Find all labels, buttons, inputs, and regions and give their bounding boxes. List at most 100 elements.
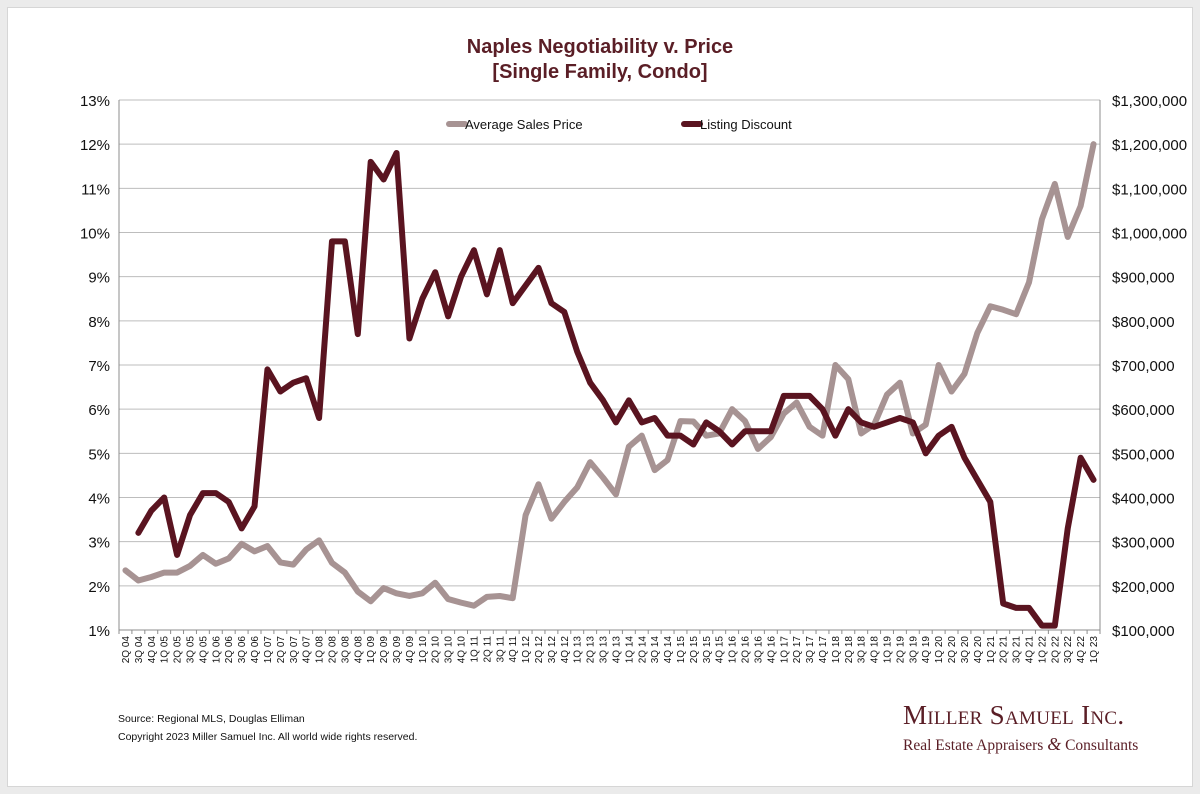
x-tick-label: 1Q 10 <box>418 636 429 664</box>
x-tick-label: 4Q 11 <box>508 636 519 663</box>
y-left-tick-label: 10% <box>80 226 110 243</box>
x-tick-label: 3Q 19 <box>908 636 919 664</box>
x-tick-label: 2Q 21 <box>999 636 1010 664</box>
x-tick-label: 2Q 09 <box>379 636 390 664</box>
brand-tagline-part2: Consultants <box>1061 737 1139 754</box>
y-right-tick-label: $200,000 <box>1112 579 1175 596</box>
y-left-tick-label: 3% <box>88 535 110 552</box>
x-tick-label: 3Q 07 <box>289 636 300 664</box>
chart-subtitle: [Single Family, Condo] <box>492 61 708 83</box>
y-left-tick-label: 13% <box>80 93 110 110</box>
y-left-tick-label: 1% <box>88 623 110 640</box>
y-right-tick-label: $800,000 <box>1112 314 1175 331</box>
x-tick-label: 2Q 11 <box>482 636 493 663</box>
y-right-tick-label: $700,000 <box>1112 358 1175 375</box>
x-tick-label: 1Q 16 <box>728 636 739 664</box>
y-right-tick-label: $1,300,000 <box>1112 93 1187 110</box>
x-tick-label: 3Q 12 <box>547 636 558 664</box>
x-tick-label: 4Q 04 <box>147 636 158 664</box>
x-tick-label: 1Q 22 <box>1037 636 1048 664</box>
x-tick-label: 3Q 11 <box>495 636 506 663</box>
x-tick-label: 2Q 08 <box>327 636 338 664</box>
x-tick-label: 1Q 06 <box>211 636 222 664</box>
x-tick-label: 1Q 14 <box>624 636 635 664</box>
legend-label-listing-discount: Listing Discount <box>700 117 792 132</box>
y-right-tick-label: $500,000 <box>1112 446 1175 463</box>
x-tick-label: 3Q 21 <box>1012 636 1023 664</box>
x-tick-label: 4Q 05 <box>198 636 209 664</box>
x-tick-label: 2Q 06 <box>224 636 235 664</box>
brand-logo: Miller Samuel Inc. <box>903 700 1125 730</box>
legend-label-average-sales-price: Average Sales Price <box>465 117 583 132</box>
x-tick-label: 3Q 05 <box>185 636 196 664</box>
y-left-tick-label: 6% <box>88 402 110 419</box>
x-tick-label: 4Q 09 <box>405 636 416 664</box>
x-tick-label: 3Q 15 <box>702 636 713 664</box>
x-tick-label: 3Q 18 <box>857 636 868 664</box>
x-tick-label: 3Q 14 <box>650 636 661 664</box>
y-right-tick-label: $100,000 <box>1112 623 1175 640</box>
x-tick-label: 2Q 17 <box>792 636 803 664</box>
y-right-tick-label: $300,000 <box>1112 535 1175 552</box>
x-tick-label: 4Q 14 <box>663 636 674 664</box>
x-tick-label: 1Q 05 <box>160 636 171 664</box>
y-right-tick-label: $400,000 <box>1112 491 1175 508</box>
x-tick-label: 1Q 08 <box>315 636 326 664</box>
x-tick-label: 4Q 18 <box>870 636 881 664</box>
x-tick-label: 4Q 20 <box>973 636 984 664</box>
y-right-tick-label: $900,000 <box>1112 270 1175 287</box>
x-tick-label: 4Q 21 <box>1025 636 1036 664</box>
x-tick-label: 4Q 15 <box>715 636 726 664</box>
chart-title: Naples Negotiability v. Price <box>466 36 734 58</box>
x-tick-label: 2Q 15 <box>689 636 700 664</box>
brand-tagline-amp: & <box>1047 734 1062 754</box>
x-tick-label: 3Q 09 <box>392 636 403 664</box>
x-tick-label: 4Q 08 <box>353 636 364 664</box>
x-tick-label: 4Q 22 <box>1076 636 1087 664</box>
x-tick-label: 4Q 10 <box>457 636 468 664</box>
x-tick-label: 4Q 16 <box>766 636 777 664</box>
source-note: Source: Regional MLS, Douglas Elliman <box>118 713 305 725</box>
x-tick-label: 2Q 04 <box>121 636 132 664</box>
x-tick-label: 1Q 17 <box>779 636 790 664</box>
x-tick-label: 2Q 05 <box>173 636 184 664</box>
x-tick-label: 2Q 07 <box>276 636 287 664</box>
x-tick-label: 2Q 20 <box>947 636 958 664</box>
y-right-tick-label: $1,000,000 <box>1112 226 1187 243</box>
y-left-tick-label: 11% <box>81 181 110 198</box>
x-tick-label: 3Q 22 <box>1063 636 1074 664</box>
x-tick-label: 2Q 12 <box>534 636 545 664</box>
series-line-listing-discount <box>135 150 1097 629</box>
x-tick-label: 3Q 20 <box>960 636 971 664</box>
series-line-average-sales-price <box>122 141 1097 609</box>
x-tick-label: 1Q 11 <box>469 636 480 663</box>
y-right-tick-label: $600,000 <box>1112 402 1175 419</box>
y-right-tick-label: $1,100,000 <box>1112 181 1187 198</box>
x-tick-label: 3Q 13 <box>599 636 610 664</box>
x-tick-label: 1Q 13 <box>573 636 584 664</box>
x-tick-label: 1Q 07 <box>263 636 274 664</box>
x-tick-label: 2Q 13 <box>586 636 597 664</box>
x-tick-label: 3Q 10 <box>444 636 455 664</box>
x-tick-label: 1Q 12 <box>521 636 532 664</box>
y-left-tick-label: 4% <box>88 491 110 508</box>
y-left-tick-label: 2% <box>88 579 110 596</box>
x-tick-label: 2Q 22 <box>1050 636 1061 664</box>
y-right-tick-label: $1,200,000 <box>1112 137 1187 154</box>
x-tick-label: 3Q 06 <box>237 636 248 664</box>
y-left-tick-label: 5% <box>88 446 110 463</box>
x-tick-label: 1Q 19 <box>883 636 894 664</box>
copyright-note: Copyright 2023 Miller Samuel Inc. All wo… <box>118 731 418 743</box>
x-tick-label: 3Q 04 <box>134 636 145 664</box>
brand-tagline: Real Estate Appraisers & Consultants <box>903 734 1138 755</box>
y-left-tick-label: 12% <box>80 137 110 154</box>
y-left-tick-label: 8% <box>88 314 110 331</box>
x-tick-label: 3Q 16 <box>753 636 764 664</box>
x-tick-label: 2Q 10 <box>431 636 442 664</box>
x-tick-label: 4Q 12 <box>560 636 571 664</box>
x-tick-label: 1Q 21 <box>986 636 997 664</box>
x-tick-label: 2Q 18 <box>844 636 855 664</box>
x-tick-label: 1Q 23 <box>1089 636 1100 664</box>
brand-tagline-part1: Real Estate Appraisers <box>903 737 1048 754</box>
